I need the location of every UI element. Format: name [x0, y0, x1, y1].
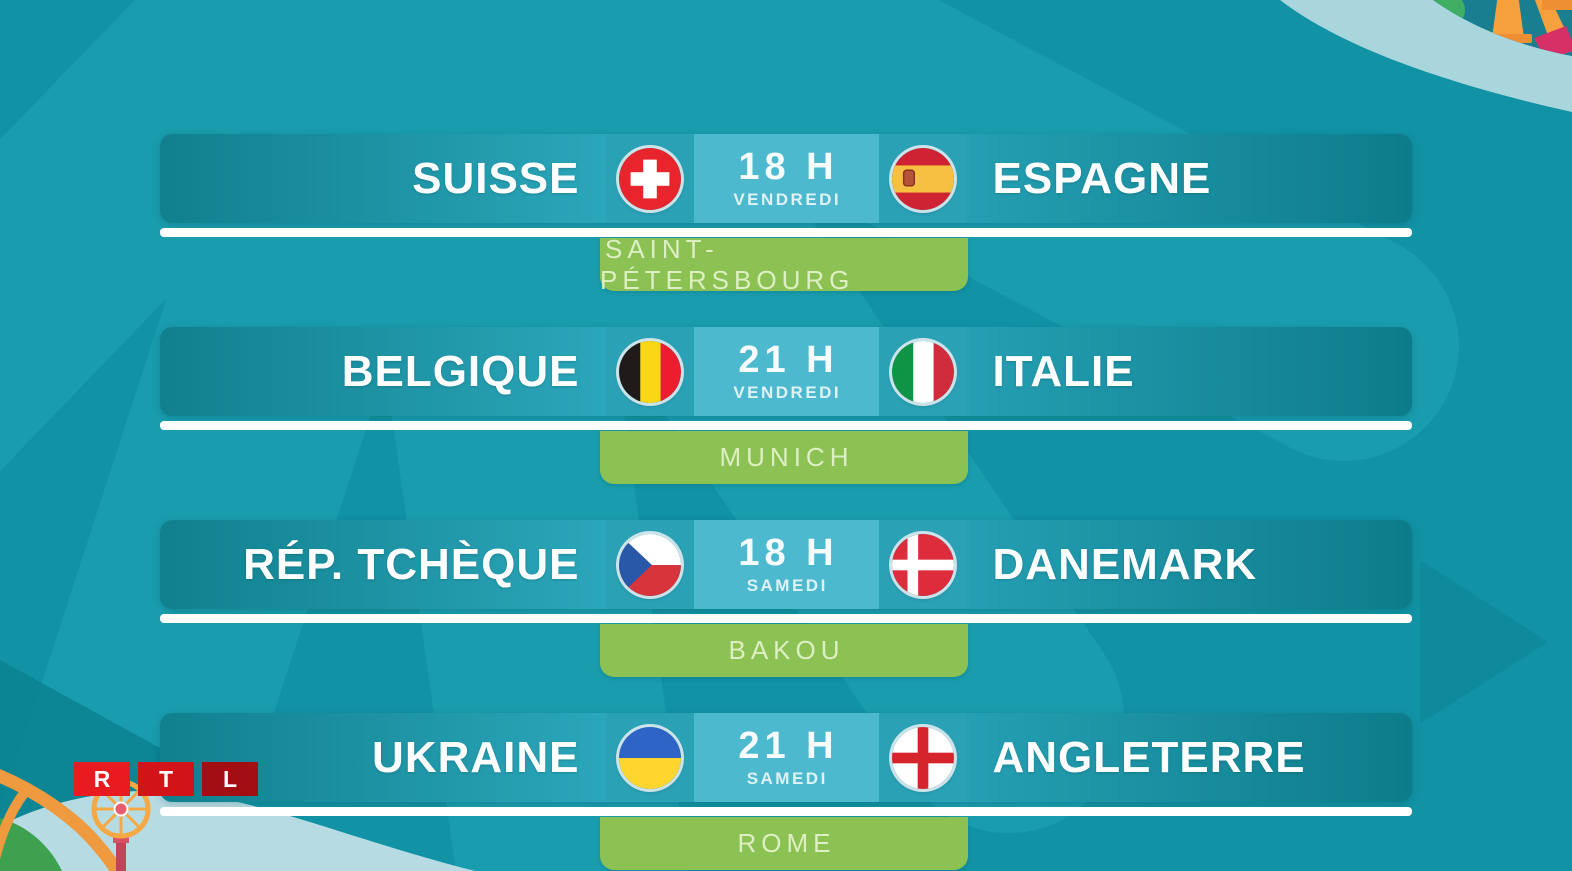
match-bar: SUISSE 18 H VENDREDI — [160, 134, 1412, 223]
kickoff-panel: 18 H VENDREDI — [693, 134, 879, 223]
spain-flag-icon — [891, 147, 954, 210]
home-team-name: SUISSE — [160, 134, 606, 223]
rtl-letter: T — [158, 765, 174, 792]
rtl-logo-tile-l: L — [202, 762, 258, 796]
away-team-name: DANEMARK — [966, 520, 1412, 609]
away-team-name: ANGLETERRE — [966, 713, 1412, 802]
kickoff-time: 18 H — [738, 531, 839, 574]
away-team-name: ITALIE — [966, 327, 1412, 416]
match-row: RÉP. TCHÈQUE 18 H SAMEDI — [160, 520, 1412, 695]
top-right-illustration — [1280, 0, 1572, 112]
away-team-name: ESPAGNE — [966, 134, 1412, 223]
kickoff-panel: 21 H SAMEDI — [693, 713, 879, 802]
kickoff-time: 18 H — [738, 145, 839, 188]
belgium-flag-icon — [618, 340, 681, 403]
match-bar: RÉP. TCHÈQUE 18 H SAMEDI — [160, 520, 1412, 609]
away-flag-block — [878, 520, 967, 609]
match-row: SUISSE 18 H VENDREDI — [160, 134, 1412, 309]
rtl-logo-tile-r: R — [74, 762, 130, 796]
venue-banner: MUNICH — [600, 431, 968, 484]
divider-line — [160, 421, 1412, 430]
home-flag-block — [605, 327, 694, 416]
home-team-name: RÉP. TCHÈQUE — [160, 520, 606, 609]
away-flag-block — [878, 134, 967, 223]
switzerland-flag-icon — [618, 147, 681, 210]
kickoff-time: 21 H — [738, 724, 839, 767]
kickoff-day: VENDREDI — [733, 189, 842, 209]
rtl-logo-tile-t: T — [138, 762, 194, 796]
czech-republic-flag-icon — [618, 533, 681, 596]
home-flag-block — [605, 713, 694, 802]
divider-line — [160, 228, 1412, 237]
home-team-name: BELGIQUE — [160, 327, 606, 416]
divider-line — [160, 807, 1412, 816]
rtl-letter: R — [93, 765, 111, 792]
venue-banner: ROME — [600, 817, 968, 870]
kickoff-day: SAMEDI — [746, 575, 828, 595]
kickoff-day: SAMEDI — [746, 768, 828, 788]
home-flag-block — [605, 520, 694, 609]
kickoff-time: 21 H — [738, 338, 839, 381]
kickoff-day: VENDREDI — [733, 382, 842, 402]
match-row: BELGIQUE 21 H VENDREDI — [160, 327, 1412, 502]
chevron-shape — [1420, 560, 1548, 724]
home-flag-block — [605, 134, 694, 223]
italy-flag-icon — [891, 340, 954, 403]
england-flag-icon — [891, 726, 954, 789]
divider-line — [160, 614, 1412, 623]
kickoff-panel: 18 H SAMEDI — [693, 520, 879, 609]
bottom-left-illustration — [0, 769, 475, 871]
match-row: UKRAINE 21 H SAMEDI — [160, 713, 1412, 871]
kickoff-panel: 21 H VENDREDI — [693, 327, 879, 416]
venue-banner: BAKOU — [600, 624, 968, 677]
away-flag-block — [878, 713, 967, 802]
match-bar: UKRAINE 21 H SAMEDI — [160, 713, 1412, 802]
match-bar: BELGIQUE 21 H VENDREDI — [160, 327, 1412, 416]
denmark-flag-icon — [891, 533, 954, 596]
ukraine-flag-icon — [618, 726, 681, 789]
rtl-letter: L — [222, 765, 238, 792]
venue-banner: SAINT-PÉTERSBOURG — [600, 234, 968, 295]
rtl-logo: R T L — [74, 762, 258, 796]
away-flag-block — [878, 327, 967, 416]
